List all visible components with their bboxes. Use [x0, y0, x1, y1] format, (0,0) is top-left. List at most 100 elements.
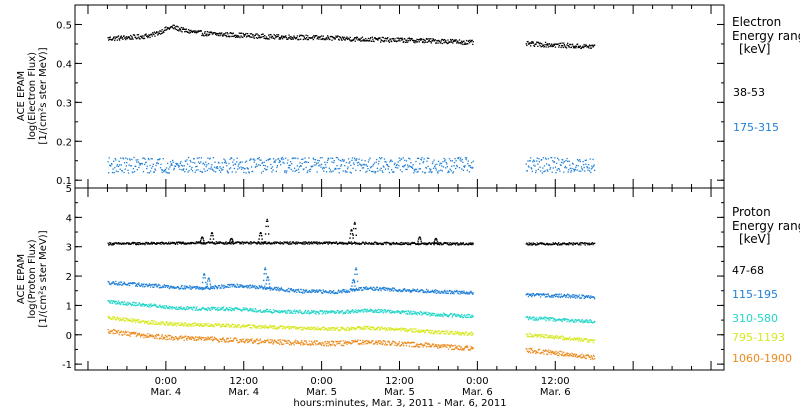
data-point — [423, 160, 425, 163]
data-point — [430, 314, 432, 316]
data-point — [138, 321, 141, 323]
data-point — [147, 242, 149, 244]
data-point — [222, 242, 224, 244]
data-point — [241, 161, 243, 163]
data-point — [135, 302, 137, 304]
proton-side-title: Proton — [732, 205, 771, 219]
data-point — [394, 242, 396, 244]
data-point — [587, 47, 590, 49]
data-point — [376, 328, 378, 330]
data-point — [436, 290, 439, 292]
data-point — [574, 168, 576, 170]
data-point — [286, 310, 288, 312]
data-point-spike — [209, 242, 211, 244]
data-point — [307, 170, 309, 172]
data-point — [416, 288, 419, 290]
data-point — [202, 243, 204, 245]
data-point — [152, 284, 154, 286]
data-point — [447, 331, 449, 333]
data-point — [200, 287, 202, 289]
data-point — [410, 330, 413, 332]
data-point — [110, 242, 112, 244]
data-point — [567, 243, 569, 246]
data-point — [468, 171, 471, 173]
data-point — [293, 310, 295, 312]
data-point — [564, 294, 567, 297]
data-point — [420, 39, 422, 41]
data-point — [261, 162, 263, 164]
data-point — [290, 310, 292, 312]
data-point — [164, 29, 167, 31]
data-point — [362, 327, 364, 329]
data-point — [145, 321, 147, 323]
data-point — [163, 243, 165, 245]
data-point — [547, 293, 549, 295]
data-point — [367, 161, 370, 163]
data-point — [441, 331, 443, 333]
data-point — [430, 331, 432, 334]
series-38-53 — [107, 24, 596, 50]
data-point — [446, 315, 448, 317]
data-point — [174, 28, 177, 30]
data-point — [249, 307, 252, 310]
data-point — [387, 168, 389, 170]
data-point — [256, 165, 258, 167]
data-point — [184, 28, 186, 30]
data-point — [236, 35, 238, 37]
data-point — [132, 241, 134, 244]
data-point — [591, 165, 593, 167]
data-point — [248, 284, 250, 287]
data-point — [240, 286, 242, 288]
data-point — [207, 163, 210, 165]
data-point — [545, 243, 547, 245]
data-point — [131, 37, 133, 39]
data-point — [581, 294, 583, 296]
data-point — [222, 166, 224, 168]
data-point — [365, 328, 367, 330]
data-point — [154, 35, 156, 37]
data-point — [240, 168, 243, 170]
data-point — [457, 40, 459, 42]
data-point — [562, 46, 564, 49]
data-point — [346, 329, 348, 331]
data-point — [302, 35, 304, 37]
data-point — [364, 308, 366, 310]
data-point — [162, 242, 164, 245]
data-point — [442, 243, 445, 245]
data-point — [329, 292, 332, 295]
data-point — [549, 168, 551, 170]
data-point — [455, 40, 457, 42]
data-point — [407, 289, 409, 291]
data-point — [328, 37, 330, 39]
data-point — [432, 38, 434, 40]
data-point — [180, 287, 182, 289]
data-point — [470, 315, 472, 317]
data-point — [461, 292, 463, 294]
data-point — [159, 321, 162, 323]
data-point — [458, 42, 460, 44]
data-point — [221, 32, 223, 34]
data-point — [159, 167, 162, 169]
data-point-spike — [354, 268, 357, 271]
data-point — [426, 290, 429, 293]
data-point — [389, 38, 392, 40]
data-point — [593, 296, 595, 299]
data-point — [349, 39, 351, 41]
data-point — [421, 156, 423, 159]
data-point — [324, 242, 327, 244]
data-point — [309, 168, 312, 170]
data-point — [255, 163, 258, 165]
data-point — [338, 158, 340, 161]
data-point — [431, 289, 434, 291]
data-point — [426, 160, 428, 162]
data-point — [409, 244, 412, 246]
data-point — [253, 36, 255, 38]
data-point — [456, 332, 458, 334]
data-point — [435, 331, 437, 333]
data-point — [178, 29, 180, 31]
data-point-spike — [355, 234, 357, 236]
data-point — [318, 38, 320, 40]
data-point — [444, 242, 446, 244]
data-point — [147, 36, 149, 39]
data-point — [281, 35, 283, 37]
